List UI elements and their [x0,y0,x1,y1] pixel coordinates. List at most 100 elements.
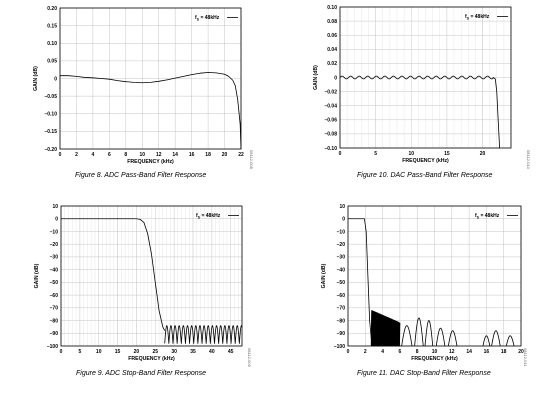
y-tick-label: 0.05 [47,59,57,65]
passband-line [61,218,166,331]
y-tick-label: –0.20 [44,147,57,153]
annotation-fs: fS = 48kHz [195,15,220,22]
y-tick-label: –0.04 [324,104,337,110]
passband-line [348,218,372,340]
caption-adc-passband: Figure 8. ADC Pass-Band Filter Response [75,172,207,179]
y-tick-label: –20 [50,242,59,248]
y-tick-label: 0.20 [47,6,57,12]
y-tick-label: 0.08 [327,19,337,25]
y-tick-label: –0.08 [324,132,337,138]
lobe-line [401,325,413,347]
x-tick-label: 35 [190,349,196,355]
x-tick-label: 25 [152,349,158,355]
panel-adc-stopband: 10 0 –10 –20 –30 –40 –50 –60 –70 –80 –90 –100 0 5 10 15… [0,200,279,413]
y-axis-label: GAIN (dB) [321,263,327,288]
x-tick-label: 6 [399,349,402,355]
figure-id-adc-passband: 08112-008 [249,150,254,169]
y-tick-label: –90 [50,331,59,337]
x-tick-label: 10 [139,152,145,158]
y-tick-label: –50 [337,280,346,286]
y-tick-label: –100 [334,344,345,350]
y-tick-label: –0.15 [44,129,57,135]
series-line [339,75,500,149]
x-tick-label: 8 [416,349,419,355]
x-tick-label: 40 [209,349,215,355]
x-tick-label: 8 [124,152,127,158]
chart-dac-passband: 0.10 0.08 0.06 0.04 0.02 0 –0.02 –0.04 –0.06 –0.0… [313,5,512,164]
x-tick-label: 14 [172,152,178,158]
annotation-fs: fS = 48kHz [196,213,221,220]
y-tick-label: –60 [337,293,346,299]
y-tick-label: –0.05 [44,94,57,100]
x-tick-label: 10 [432,349,438,355]
x-tick-label: 30 [171,349,177,355]
caption-dac-passband: Figure 10. DAC Pass-Band Filter Response [357,172,493,179]
panel-adc-passband: 0.20 0.15 0.10 0.05 0 –0.05 –0.10 –0.15 –0.20 0 2 4… [0,0,279,200]
y-tick-label: –40 [337,267,346,273]
y-axis-label: GAIN (dB) [313,65,319,90]
y-tick-label: 10 [52,204,58,210]
y-tick-label: 0 [334,75,337,81]
x-tick-label: 20 [134,349,140,355]
annotation-fs: fS = 48kHz [465,14,490,21]
x-tick-label: 12 [156,152,162,158]
stopband-line [164,325,243,344]
panel-dac-passband: 0.10 0.08 0.06 0.04 0.02 0 –0.02 –0.04 –0.06 –0.0… [279,0,558,200]
x-tick-label: 5 [78,349,81,355]
y-tick-label: 0.04 [327,47,337,53]
y-tick-label: –70 [50,306,59,312]
lobe-line [491,330,501,347]
y-tick-label: –0.02 [324,89,337,95]
x-axis-label: FREQUENCY (kHz) [411,356,458,362]
y-tick-label: 0.15 [47,23,57,29]
x-tick-label: 2 [364,349,367,355]
x-axis-label: FREQUENCY (kHz) [127,159,174,165]
lobe-line [447,330,458,347]
x-tick-label: 10 [408,151,414,157]
x-tick-label: 4 [92,152,95,158]
lobe-line [505,335,515,347]
plot-frame [347,205,522,347]
x-axis-label: FREQUENCY (kHz) [402,158,449,164]
x-tick-label: 15 [444,151,450,157]
y-tick-label: –80 [337,318,346,324]
x-tick-label: 20 [222,152,228,158]
grid [59,7,242,150]
y-axis-label: GAIN (dB) [33,66,39,91]
x-tick-label: 18 [205,152,211,158]
x-tick-label: 16 [189,152,195,158]
y-tick-label: 10 [339,204,345,210]
x-tick-label: 16 [484,349,490,355]
y-tick-label: –30 [337,255,346,261]
x-tick-label: 22 [238,152,244,158]
plot-frame [60,205,243,347]
y-tick-label: –10 [337,229,346,235]
y-tick-label: –40 [50,267,59,273]
x-tick-label: 20 [518,349,524,355]
x-tick-label: 5 [374,151,377,157]
x-tick-label: 0 [347,349,350,355]
caption-adc-stopband: Figure 9. ADC Stop-Band Filter Response [76,370,207,377]
chart-adc-passband: 0.200.150.100.050–0.05–0.10–0.15–0.200 2 4… [33,6,244,165]
y-tick-label: 0.10 [327,5,337,11]
y-tick-label: 0.06 [327,33,337,39]
figure-id-dac-passband: 08112-010 [526,150,531,169]
y-tick-label: –10 [50,229,59,235]
caption-dac-stopband: Figure 11. DAC Stop-Band Filter Response [357,370,491,377]
series-line [60,72,242,150]
plot-frame [59,7,242,150]
y-tick-label: –30 [50,255,59,261]
y-tick-label: 0.10 [47,41,57,47]
figure-id-adc-stopband: 08112-009 [247,348,252,367]
y-tick-label: –0.10 [44,112,57,118]
dense-lobes-line [370,310,401,347]
x-tick-label: 45 [228,349,234,355]
lobe-line [482,335,491,347]
x-tick-label: 4 [381,349,384,355]
y-tick-label: –100 [47,344,58,350]
y-tick-label: –20 [337,242,346,248]
annotation-fs: fS = 48kHz [475,213,500,220]
